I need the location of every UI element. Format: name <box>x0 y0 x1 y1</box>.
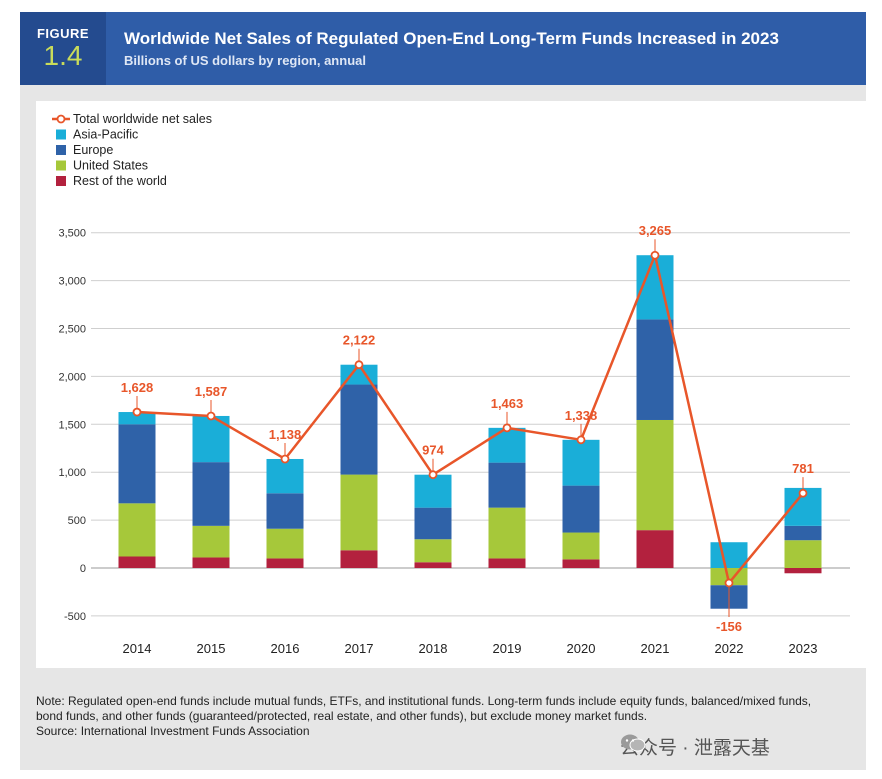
y-tick-label: 1,000 <box>58 467 86 479</box>
bar-rest-of-world-2016 <box>266 558 304 568</box>
bar-united-states-2018 <box>414 539 452 563</box>
total-data-label: 974 <box>422 443 444 458</box>
total-point-2014 <box>132 407 142 417</box>
y-tick-label: 3,500 <box>58 228 86 240</box>
bar-united-states-2016 <box>266 528 304 559</box>
y-tick-label: 1,500 <box>58 419 86 431</box>
x-tick-label: 2017 <box>345 641 374 656</box>
bar-europe-2020 <box>562 485 600 533</box>
figure-header: Worldwide Net Sales of Regulated Open-En… <box>20 12 866 85</box>
bar-europe-2018 <box>414 507 452 540</box>
bar-united-states-2023 <box>784 540 822 568</box>
bar-europe-2019 <box>488 462 526 508</box>
bar-united-states-2014 <box>118 503 156 557</box>
figure-label: FIGURE <box>36 26 90 41</box>
bar-united-states-2015 <box>192 525 230 558</box>
total-point-2018 <box>428 470 438 480</box>
bar-united-states-2020 <box>562 532 600 560</box>
bar-united-states-2019 <box>488 507 526 559</box>
total-data-label: 781 <box>792 461 814 476</box>
watermark: 公众号 · 泄露天基 <box>620 733 770 760</box>
legend-swatch-europe <box>56 145 66 155</box>
total-data-label: 1,628 <box>121 380 154 395</box>
chart-subtitle: Billions of US dollars by region, annual <box>124 53 366 68</box>
figure-number: 1.4 <box>43 40 83 71</box>
note-text: Note: Regulated open-end funds include m… <box>36 694 812 723</box>
bar-rest-of-world-2017 <box>340 550 378 568</box>
figure-notes: Note: Regulated open-end funds include m… <box>36 694 836 739</box>
bar-asia-pacific-2022 <box>710 542 748 568</box>
bar-united-states-2017 <box>340 474 378 551</box>
total-point-2022 <box>724 578 734 588</box>
y-tick-label: -500 <box>64 611 86 623</box>
x-tick-label: 2015 <box>197 641 226 656</box>
y-tick-label: 3,000 <box>58 276 86 288</box>
y-tick-label: 500 <box>68 515 86 527</box>
total-point-2021 <box>650 250 660 260</box>
x-tick-label: 2021 <box>641 641 670 656</box>
legend-label: Europe <box>73 143 113 157</box>
watermark-text: 公众号 · 泄露天基 <box>620 738 770 759</box>
legend-label: United States <box>73 159 148 173</box>
bar-rest-of-world-2014 <box>118 556 156 568</box>
bar-europe-2021 <box>636 319 674 420</box>
total-point-2020 <box>576 435 586 445</box>
total-sales-line <box>136 253 804 585</box>
bar-rest-of-world-2023 <box>784 568 822 574</box>
legend-label: Rest of the world <box>73 174 167 188</box>
x-tick-label: 2020 <box>567 641 596 656</box>
x-tick-label: 2023 <box>789 641 818 656</box>
wechat-icon <box>621 734 646 752</box>
bar-europe-2017 <box>340 384 378 475</box>
x-tick-label: 2022 <box>715 641 744 656</box>
total-data-label: -156 <box>716 619 742 634</box>
bar-asia-pacific-2016 <box>266 458 304 494</box>
x-tick-label: 2016 <box>271 641 300 656</box>
legend-line-marker <box>56 114 66 124</box>
total-data-label: 2,122 <box>343 333 376 348</box>
bar-europe-2015 <box>192 462 230 526</box>
bar-rest-of-world-2015 <box>192 557 230 568</box>
x-tick-label: 2014 <box>123 641 152 656</box>
y-tick-label: 2,500 <box>58 324 86 336</box>
bar-asia-pacific-2014 <box>118 412 156 425</box>
total-data-label: 1,587 <box>195 384 228 399</box>
x-tick-label: 2019 <box>493 641 522 656</box>
total-data-label: 1,463 <box>491 396 524 411</box>
total-point-2015 <box>206 411 216 421</box>
bar-rest-of-world-2018 <box>414 562 452 568</box>
legend-label: Asia-Pacific <box>73 128 138 142</box>
total-data-label: 1,338 <box>565 408 598 423</box>
legend-label: Total worldwide net sales <box>73 112 212 126</box>
x-tick-label: 2018 <box>419 641 448 656</box>
bar-asia-pacific-2020 <box>562 439 600 486</box>
bar-asia-pacific-2018 <box>414 474 452 508</box>
bar-europe-2014 <box>118 424 156 504</box>
bar-europe-2023 <box>784 525 822 541</box>
total-data-label: 3,265 <box>639 223 672 238</box>
legend-swatch-asia-pacific <box>56 129 66 140</box>
total-data-label: 1,138 <box>269 427 302 442</box>
total-point-2023 <box>798 488 808 498</box>
total-point-2017 <box>354 360 364 370</box>
figure-badge: FIGURE 1.4 <box>20 12 106 85</box>
total-point-2019 <box>502 423 512 433</box>
chart-panel: -500 0 500 1,000 1,500 2,000 2,500 3,000 3,500 20… <box>36 101 866 668</box>
legend-swatch-united-states <box>56 160 66 171</box>
y-tick-label: 0 <box>80 563 86 575</box>
total-point-2016 <box>280 454 290 464</box>
y-tick-label: 2,000 <box>58 371 86 383</box>
legend-swatch-rest-of-world <box>56 176 66 186</box>
bar-rest-of-world-2021 <box>636 530 674 568</box>
source-text: Source: International Investment Funds A… <box>36 724 310 738</box>
bar-rest-of-world-2019 <box>488 558 526 568</box>
bar-rest-of-world-2020 <box>562 559 600 568</box>
chart-title: Worldwide Net Sales of Regulated Open-En… <box>124 29 779 48</box>
bar-europe-2016 <box>266 493 304 529</box>
bar-united-states-2021 <box>636 419 674 531</box>
stacked-bar-chart: -500 0 500 1,000 1,500 2,000 2,500 3,000 3,500 20… <box>52 112 850 656</box>
bar-asia-pacific-2019 <box>488 427 526 463</box>
